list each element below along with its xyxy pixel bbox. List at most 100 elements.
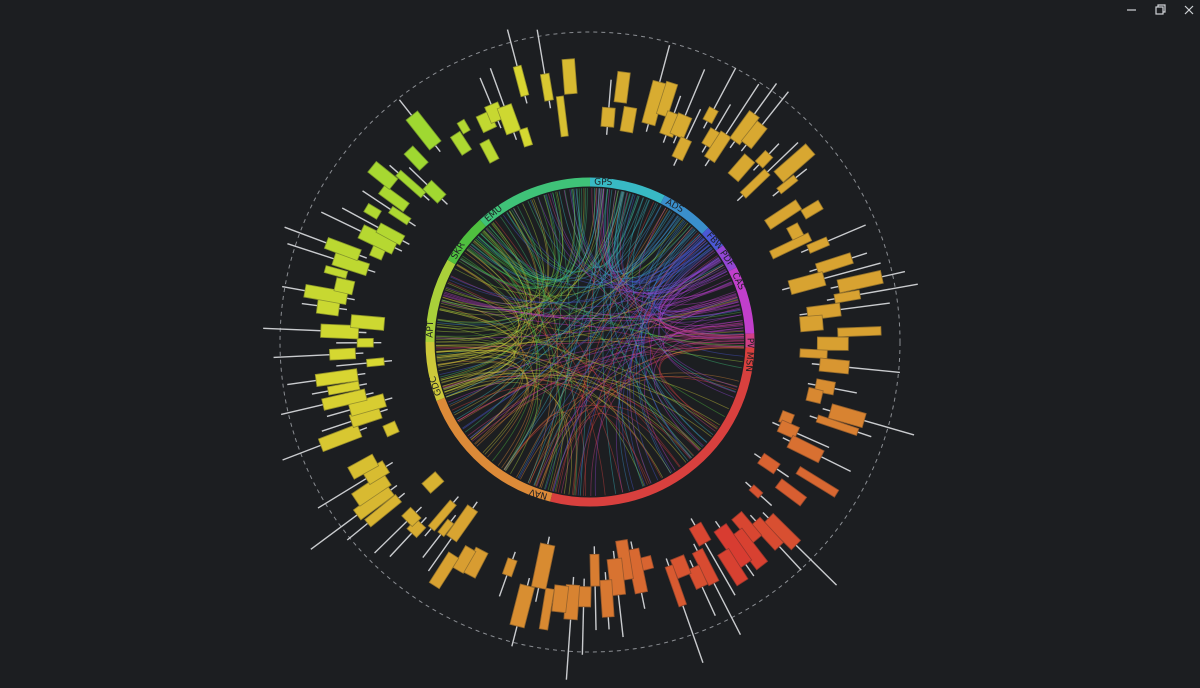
chord bbox=[448, 327, 744, 403]
radial-bar bbox=[816, 336, 849, 351]
radial-bar bbox=[421, 471, 445, 494]
chord bbox=[436, 335, 516, 393]
chord bbox=[482, 222, 540, 285]
chord bbox=[480, 196, 556, 281]
chord bbox=[617, 192, 696, 279]
radial-bar bbox=[531, 542, 556, 590]
chord bbox=[631, 199, 736, 393]
segment-arc bbox=[660, 195, 709, 235]
chord bbox=[500, 216, 578, 496]
radial-bar bbox=[786, 434, 825, 464]
chord bbox=[648, 220, 744, 335]
radial-bar bbox=[799, 348, 828, 360]
chord bbox=[442, 191, 623, 309]
chord bbox=[440, 362, 517, 391]
radial-bar bbox=[671, 136, 693, 162]
segment-label: GPS bbox=[594, 178, 613, 188]
chord bbox=[442, 372, 701, 450]
chord bbox=[442, 188, 597, 387]
radial-bar bbox=[456, 118, 471, 135]
chord bbox=[590, 343, 744, 496]
radial-bar bbox=[664, 564, 688, 608]
radial-bar bbox=[739, 168, 771, 199]
chord bbox=[486, 194, 559, 279]
chord bbox=[436, 355, 528, 453]
segment-label: MSN bbox=[743, 351, 754, 372]
radial-bar bbox=[805, 386, 824, 405]
chord bbox=[544, 194, 713, 286]
chord bbox=[481, 232, 561, 491]
chord bbox=[440, 305, 535, 469]
chord bbox=[480, 194, 635, 280]
close-button[interactable] bbox=[1184, 5, 1194, 15]
chord bbox=[474, 398, 542, 470]
radial-bar bbox=[356, 338, 374, 348]
chord bbox=[440, 372, 569, 494]
segment-arc bbox=[728, 267, 755, 334]
radial-bar bbox=[388, 205, 412, 226]
radial-bar bbox=[382, 420, 400, 438]
chord bbox=[436, 337, 645, 487]
chord bbox=[618, 193, 678, 275]
chord bbox=[539, 372, 740, 488]
radial-bar bbox=[538, 587, 555, 631]
chord bbox=[557, 201, 655, 493]
radial-bar bbox=[428, 551, 460, 590]
radial-bar bbox=[815, 414, 860, 437]
chord bbox=[611, 190, 744, 337]
chord bbox=[606, 189, 733, 300]
chord bbox=[477, 236, 725, 417]
chord bbox=[450, 244, 711, 304]
radial-bar bbox=[655, 80, 679, 118]
chord bbox=[505, 411, 577, 496]
radial-bar bbox=[321, 388, 368, 411]
outer-ring bbox=[279, 31, 901, 653]
chord bbox=[643, 238, 705, 459]
chord bbox=[436, 350, 516, 390]
chord bbox=[535, 415, 568, 491]
chord bbox=[504, 405, 680, 471]
radial-bar bbox=[329, 347, 357, 361]
radial-bar bbox=[437, 518, 455, 538]
chord bbox=[658, 257, 739, 315]
chord bbox=[579, 188, 602, 496]
chord bbox=[437, 360, 529, 458]
restore-button[interactable] bbox=[1155, 4, 1166, 15]
chord bbox=[647, 226, 721, 295]
chord bbox=[649, 236, 720, 296]
chord bbox=[666, 323, 744, 338]
chord bbox=[437, 319, 718, 429]
chord bbox=[605, 188, 723, 291]
chord bbox=[436, 301, 739, 339]
chord bbox=[636, 233, 701, 474]
chord bbox=[618, 230, 698, 491]
radial-bar bbox=[740, 120, 768, 150]
radial-bar bbox=[427, 499, 457, 532]
segment-arc bbox=[425, 259, 456, 343]
chord bbox=[528, 405, 691, 484]
chord bbox=[533, 221, 687, 486]
radial-bar bbox=[496, 103, 522, 136]
radial-bar bbox=[364, 493, 403, 528]
chord bbox=[544, 192, 570, 490]
chord bbox=[582, 234, 702, 496]
radial-bar bbox=[367, 160, 399, 190]
chord bbox=[506, 191, 622, 273]
chord bbox=[640, 216, 708, 443]
chord bbox=[658, 340, 744, 432]
chord bbox=[503, 376, 737, 470]
chord bbox=[602, 190, 617, 494]
radial-bar bbox=[518, 127, 534, 148]
chord bbox=[485, 227, 552, 484]
chord bbox=[466, 249, 587, 496]
chord bbox=[597, 188, 673, 272]
chord bbox=[440, 223, 531, 380]
chord bbox=[436, 249, 522, 353]
chord bbox=[600, 188, 721, 289]
segment-arc bbox=[701, 227, 724, 251]
chord bbox=[436, 199, 549, 359]
radial-bar bbox=[833, 289, 862, 304]
radial-bar bbox=[445, 504, 479, 543]
chord bbox=[653, 327, 744, 451]
chord bbox=[442, 325, 744, 389]
